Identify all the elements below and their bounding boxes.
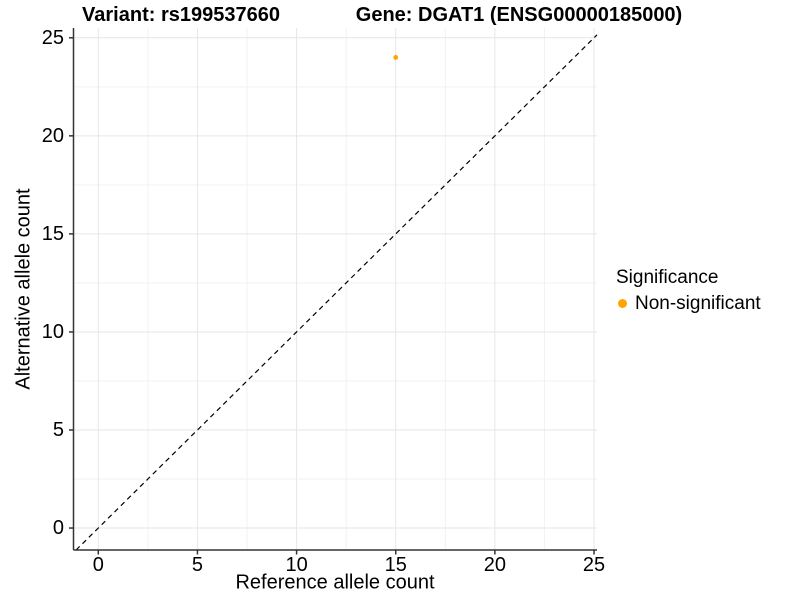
non-significant-point-icon [618, 299, 627, 308]
legend: Significance Non-significant [616, 266, 761, 315]
x-tick-label: 0 [92, 554, 104, 576]
y-tick-label: 25 [41, 26, 64, 49]
x-tick-label: 5 [191, 554, 203, 576]
x-tick-label: 20 [483, 554, 506, 576]
y-tick-label: 20 [41, 124, 64, 147]
variant-title: Variant: rs199537660 [82, 4, 280, 26]
identity-line [75, 34, 598, 551]
legend-item-non-significant: Non-significant [616, 292, 761, 315]
y-tick-label: 10 [41, 320, 64, 343]
x-tick-label: 10 [285, 554, 308, 576]
x-tick-label: 25 [582, 554, 606, 576]
legend-title: Significance [616, 267, 719, 288]
legend-item-label: Non-significant [635, 293, 761, 314]
data-point [393, 55, 399, 60]
x-tick-label: 15 [384, 554, 407, 576]
y-tick-label: 0 [52, 517, 64, 540]
y-axis-title: Alternative allele count [12, 188, 35, 390]
x-axis-title: Reference allele count [235, 571, 435, 594]
y-tick-label: 15 [41, 222, 64, 245]
gene-title: Gene: DGAT1 (ENSG00000185000) [355, 4, 683, 26]
y-tick-label: 5 [52, 418, 64, 441]
